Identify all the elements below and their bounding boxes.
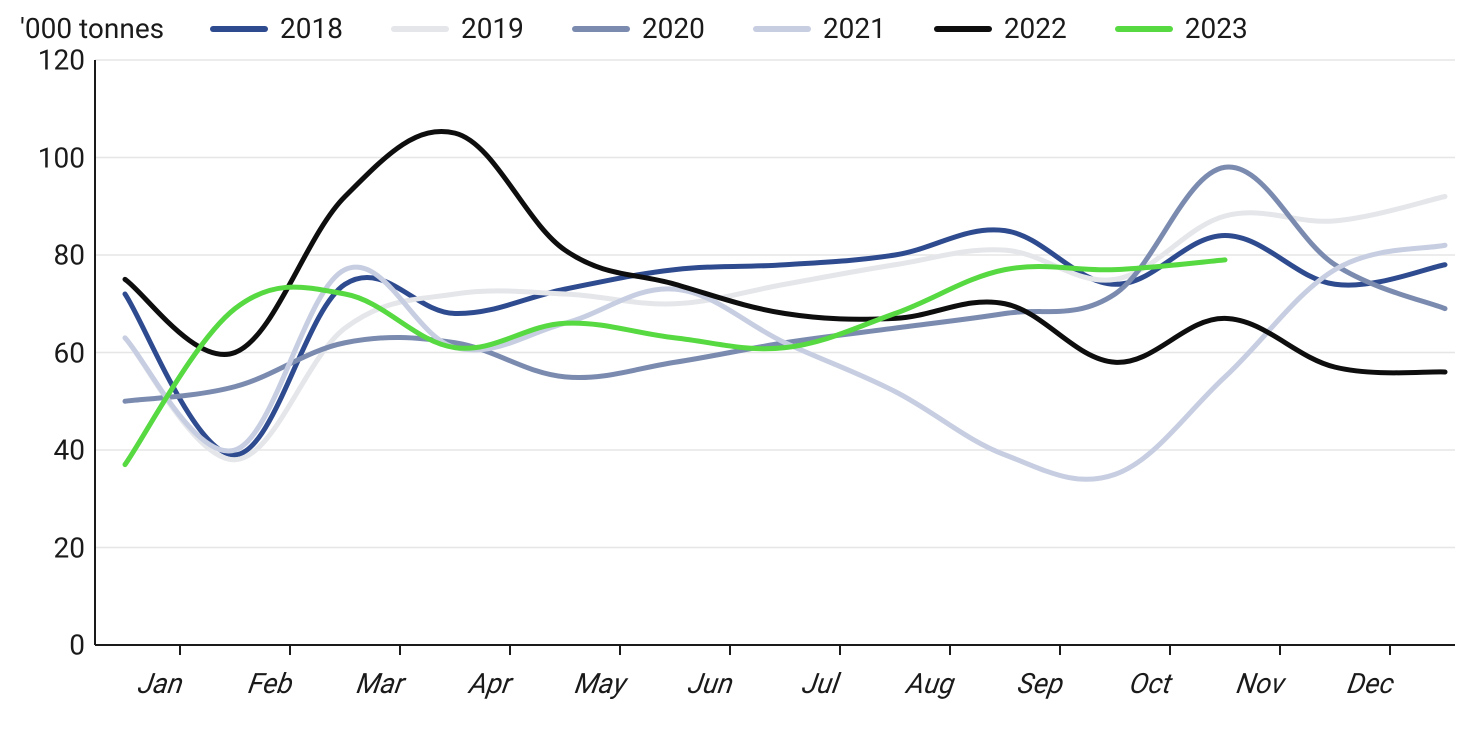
y-tick-label-40: 40 (25, 434, 85, 467)
x-tick-label-Aug: Aug (904, 667, 958, 700)
x-tick-label-Sep: Sep (1015, 667, 1067, 700)
x-tick-label-Oct: Oct (1127, 667, 1175, 700)
y-tick-label-0: 0 (25, 629, 85, 662)
series-line-2021 (125, 245, 1445, 479)
x-tick-label-May: May (572, 667, 629, 700)
series-line-2022 (125, 131, 1445, 372)
y-tick-label-100: 100 (25, 141, 85, 174)
x-tick-label-Jul: Jul (799, 667, 841, 700)
y-tick-label-20: 20 (25, 531, 85, 564)
x-tick-label-Feb: Feb (245, 667, 295, 700)
y-tick-label-60: 60 (25, 336, 85, 369)
monthly-tonnage-chart: '000 tonnes 201820192020202120222023 020… (0, 0, 1480, 739)
chart-plot-svg (0, 0, 1480, 739)
x-tick-label-Nov: Nov (1234, 667, 1288, 700)
series-line-2019 (125, 197, 1445, 460)
x-tick-label-Mar: Mar (354, 667, 408, 700)
x-tick-label-Apr: Apr (467, 667, 515, 700)
x-tick-label-Jan: Jan (135, 667, 186, 700)
y-tick-label-120: 120 (25, 44, 85, 77)
x-tick-label-Dec: Dec (1344, 667, 1396, 700)
x-tick-label-Jun: Jun (685, 667, 736, 700)
y-tick-label-80: 80 (25, 239, 85, 272)
